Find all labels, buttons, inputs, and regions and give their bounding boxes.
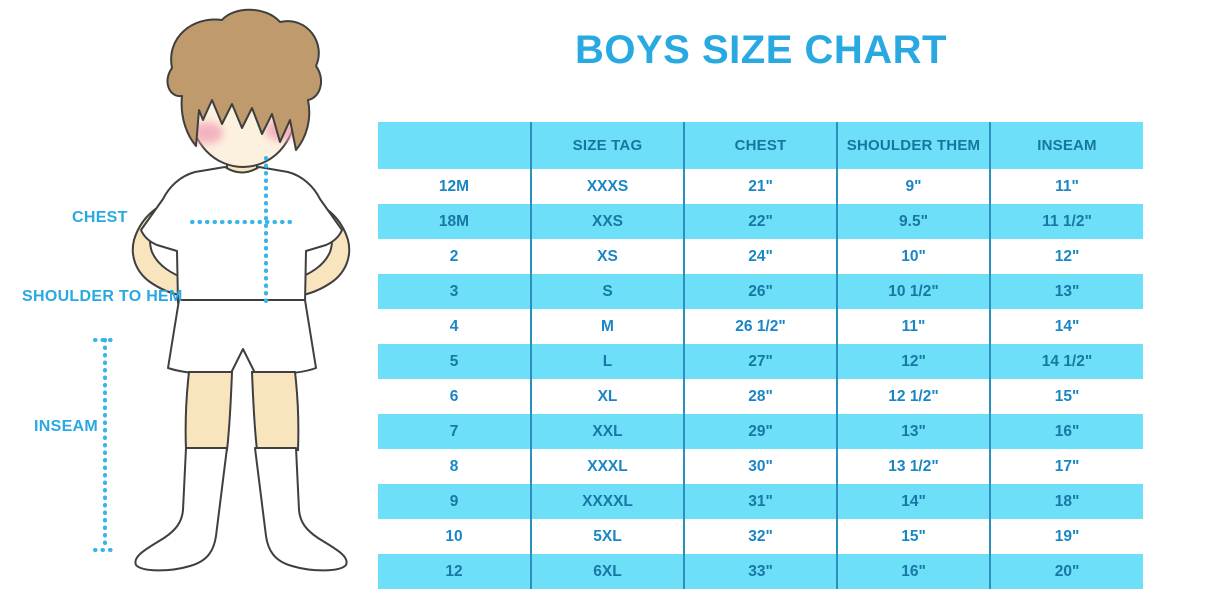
table-row: 7 XXL 29" 13" 16" <box>378 414 1143 449</box>
boy-socks <box>134 447 348 572</box>
table-cell: 5 <box>378 344 532 379</box>
size-table-body: 12M XXXS 21" 9" 11" 18M XXS 22" 9.5" 11 1/2" 2 XS 24… <box>378 169 1143 589</box>
boy-shorts <box>167 299 317 375</box>
table-cell: 22" <box>684 204 838 239</box>
table-cell: 3 <box>378 274 532 309</box>
table-cell: S <box>531 274 685 309</box>
column-header: SHOULDER THEM <box>837 122 991 169</box>
column-header: INSEAM <box>990 122 1143 169</box>
table-cell: 13 1/2" <box>837 449 991 484</box>
table-cell: XS <box>531 239 685 274</box>
size-table-header: SIZE TAG CHEST SHOULDER THEM INSEAM <box>378 122 1143 169</box>
table-cell: 20" <box>990 554 1143 589</box>
table-row: 18M XXS 22" 9.5" 11 1/2" <box>378 204 1143 239</box>
boy-illustration <box>93 8 351 572</box>
table-cell: 6 <box>378 379 532 414</box>
table-cell: 18M <box>378 204 532 239</box>
column-header: SIZE TAG <box>531 122 685 169</box>
table-cell: M <box>531 309 685 344</box>
table-cell: 14" <box>990 309 1143 344</box>
column-header <box>378 122 532 169</box>
table-cell: 17" <box>990 449 1143 484</box>
table-cell: 9.5" <box>837 204 991 239</box>
table-cell: 12M <box>378 169 532 204</box>
table-cell: 6XL <box>531 554 685 589</box>
table-cell: XXXXL <box>531 484 685 519</box>
table-cell: 5XL <box>531 519 685 554</box>
table-cell: 14" <box>837 484 991 519</box>
inseam-label: INSEAM <box>34 418 99 435</box>
table-cell: 13" <box>837 414 991 449</box>
page-title: BOYS SIZE CHART <box>575 28 947 72</box>
table-cell: 28" <box>684 379 838 414</box>
table-cell: 10" <box>837 239 991 274</box>
boy-legs <box>184 371 300 451</box>
table-cell: XXXS <box>531 169 685 204</box>
table-cell: 24" <box>684 239 838 274</box>
measurement-figure: CHEST SHOULDER TO HEM INSEAM <box>0 0 380 607</box>
table-cell: 30" <box>684 449 838 484</box>
table-cell: 11" <box>837 309 991 344</box>
table-cell: XL <box>531 379 685 414</box>
table-row: 4 M 26 1/2" 11" 14" <box>378 309 1143 344</box>
table-cell: 32" <box>684 519 838 554</box>
table-row: 12M XXXS 21" 9" 11" <box>378 169 1143 204</box>
boy-hair <box>166 8 323 151</box>
table-cell: 12" <box>990 239 1143 274</box>
header-row: SIZE TAG CHEST SHOULDER THEM INSEAM <box>378 122 1143 169</box>
column-header: CHEST <box>684 122 838 169</box>
table-row: 12 6XL 33" 16" 20" <box>378 554 1143 589</box>
table-cell: 26" <box>684 274 838 309</box>
table-cell: 10 <box>378 519 532 554</box>
table-row: 2 XS 24" 10" 12" <box>378 239 1143 274</box>
table-cell: 9" <box>837 169 991 204</box>
table-cell: 12 <box>378 554 532 589</box>
table-cell: XXS <box>531 204 685 239</box>
table-cell: 26 1/2" <box>684 309 838 344</box>
table-cell: 15" <box>837 519 991 554</box>
chest-label: CHEST <box>72 209 128 226</box>
table-cell: 11 1/2" <box>990 204 1143 239</box>
table-cell: 10 1/2" <box>837 274 991 309</box>
table-cell: 7 <box>378 414 532 449</box>
table-row: 9 XXXXL 31" 14" 18" <box>378 484 1143 519</box>
size-table: SIZE TAG CHEST SHOULDER THEM INSEAM 12M XXXS… <box>378 122 1143 589</box>
table-cell: 16" <box>837 554 991 589</box>
shoulder-to-hem-label: SHOULDER TO HEM <box>22 288 183 305</box>
table-cell: XXXL <box>531 449 685 484</box>
table-cell: 21" <box>684 169 838 204</box>
table-cell: 16" <box>990 414 1143 449</box>
table-cell: 18" <box>990 484 1143 519</box>
table-row: 5 L 27" 12" 14 1/2" <box>378 344 1143 379</box>
table-cell: 12" <box>837 344 991 379</box>
table-cell: 15" <box>990 379 1143 414</box>
table-cell: 12 1/2" <box>837 379 991 414</box>
table-row: 8 XXXL 30" 13 1/2" 17" <box>378 449 1143 484</box>
table-cell: 13" <box>990 274 1143 309</box>
table-cell: 4 <box>378 309 532 344</box>
table-cell: 2 <box>378 239 532 274</box>
table-cell: XXL <box>531 414 685 449</box>
table-cell: 33" <box>684 554 838 589</box>
table-row: 6 XL 28" 12 1/2" 15" <box>378 379 1143 414</box>
table-cell: 9 <box>378 484 532 519</box>
table-cell: 31" <box>684 484 838 519</box>
table-cell: 19" <box>990 519 1143 554</box>
table-cell: 11" <box>990 169 1143 204</box>
table-row: 3 S 26" 10 1/2" 13" <box>378 274 1143 309</box>
table-cell: L <box>531 344 685 379</box>
table-cell: 27" <box>684 344 838 379</box>
table-cell: 14 1/2" <box>990 344 1143 379</box>
table-cell: 29" <box>684 414 838 449</box>
table-cell: 8 <box>378 449 532 484</box>
table-row: 10 5XL 32" 15" 19" <box>378 519 1143 554</box>
